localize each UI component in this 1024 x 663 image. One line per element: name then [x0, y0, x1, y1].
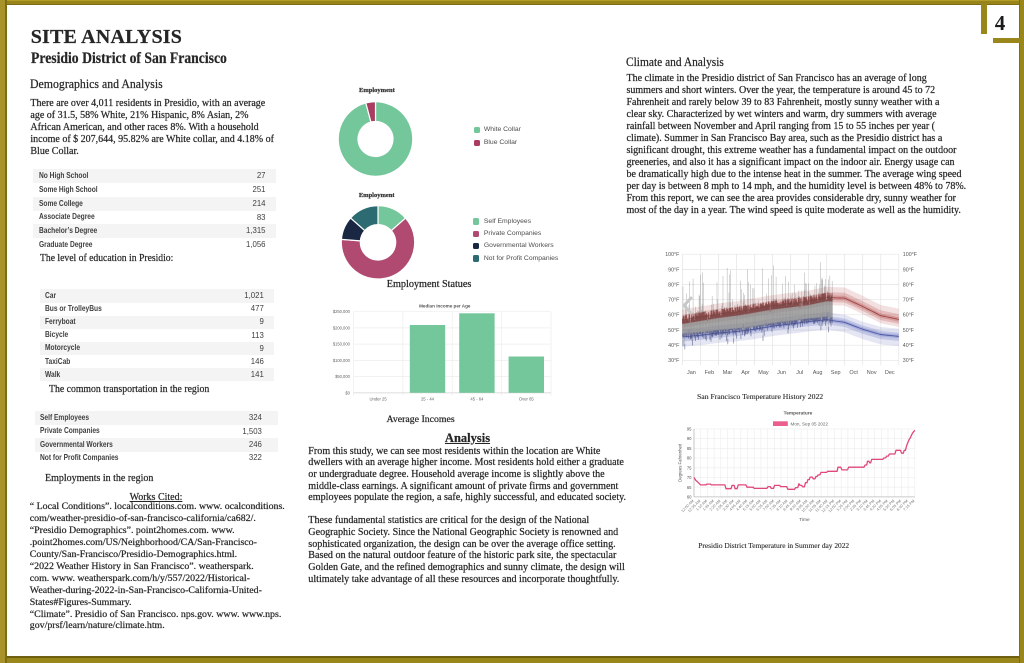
svg-text:70°F: 70°F	[668, 298, 680, 304]
svg-text:$250,000: $250,000	[333, 309, 351, 314]
svg-text:100°F: 100°F	[903, 252, 918, 258]
svg-text:80°F: 80°F	[668, 282, 680, 288]
svg-text:Oct: Oct	[849, 370, 858, 376]
svg-text:Mon, Sep 05 2022: Mon, Sep 05 2022	[791, 422, 829, 427]
svg-text:$100,000: $100,000	[333, 358, 351, 363]
svg-text:50°F: 50°F	[668, 328, 680, 334]
svg-text:$50,000: $50,000	[335, 374, 351, 379]
svg-text:80: 80	[687, 456, 692, 461]
svg-text:50°F: 50°F	[903, 328, 915, 334]
svg-text:60°F: 60°F	[668, 313, 680, 319]
svg-text:70°F: 70°F	[903, 298, 915, 304]
svg-text:60°F: 60°F	[903, 313, 915, 319]
svg-text:65: 65	[687, 485, 692, 490]
svg-text:45 - 64: 45 - 64	[470, 396, 484, 401]
svg-text:90: 90	[687, 436, 692, 441]
svg-text:80°F: 80°F	[903, 282, 915, 288]
svg-text:$0: $0	[345, 390, 350, 395]
svg-text:Dec: Dec	[885, 370, 895, 376]
svg-text:$150,000: $150,000	[333, 342, 351, 347]
svg-text:40°F: 40°F	[668, 343, 680, 349]
svg-text:40°F: 40°F	[903, 343, 915, 349]
svg-text:70: 70	[687, 475, 692, 480]
svg-text:Mar: Mar	[723, 370, 733, 376]
svg-text:60: 60	[687, 495, 692, 500]
svg-text:90°F: 90°F	[668, 267, 680, 273]
svg-text:Jun: Jun	[777, 370, 786, 376]
svg-text:Under 25: Under 25	[369, 396, 387, 401]
svg-text:Time: Time	[799, 517, 810, 523]
svg-text:85: 85	[687, 446, 692, 451]
svg-text:Nov: Nov	[867, 370, 877, 376]
svg-text:95: 95	[687, 427, 692, 432]
svg-text:Temperature: Temperature	[784, 411, 813, 417]
svg-text:Degrees Fahrenheit: Degrees Fahrenheit	[678, 443, 683, 482]
svg-text:May: May	[758, 370, 769, 376]
svg-text:Over 65: Over 65	[519, 396, 535, 401]
svg-text:Jul: Jul	[796, 370, 803, 376]
svg-text:30°F: 30°F	[668, 358, 680, 364]
svg-text:Aug: Aug	[813, 370, 823, 376]
svg-text:Sep: Sep	[831, 370, 841, 376]
svg-text:75: 75	[687, 465, 692, 470]
svg-text:90°F: 90°F	[903, 267, 915, 273]
svg-text:Apr: Apr	[741, 370, 750, 376]
svg-text:Jan: Jan	[687, 370, 696, 376]
svg-text:30°F: 30°F	[903, 358, 915, 364]
svg-text:$200,000: $200,000	[333, 325, 351, 330]
svg-text:Feb: Feb	[705, 370, 714, 376]
svg-text:100°F: 100°F	[665, 252, 680, 258]
svg-text:Median Income per Age: Median Income per Age	[419, 303, 471, 308]
svg-text:25 - 44: 25 - 44	[421, 396, 435, 401]
